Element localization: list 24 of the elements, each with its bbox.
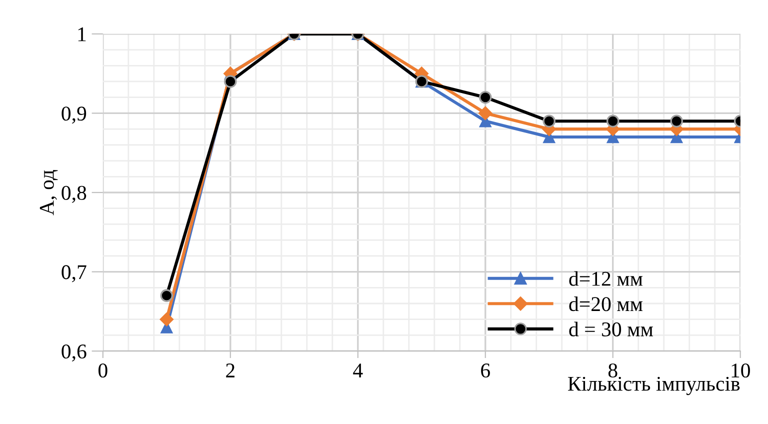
legend-label: d = 30 мм <box>569 322 653 336</box>
point <box>670 114 683 128</box>
point <box>542 114 556 128</box>
point <box>478 106 492 120</box>
legend-label: d=20 мм <box>569 296 643 312</box>
point <box>160 289 174 302</box>
x-tick-label: 2 <box>226 364 234 378</box>
x-tick-label: 8 <box>608 363 618 378</box>
x-tick-label: 0 <box>98 363 108 378</box>
y-tick-label: 0,8 <box>62 186 86 203</box>
x-axis-title: Кількість імпульсів <box>568 376 740 396</box>
point <box>160 312 174 326</box>
y-tick-label: 0,9 <box>62 106 86 124</box>
point <box>478 90 492 104</box>
y-tick-label: 0,7 <box>62 265 86 282</box>
y-axis-title: А, од <box>40 170 58 216</box>
x-tick-label: 10 <box>732 363 750 378</box>
x-tick-label: 6 <box>481 364 490 378</box>
point <box>606 114 620 128</box>
legend-label: d=12 мм <box>569 271 643 286</box>
point <box>224 75 237 88</box>
x-tick-label: 4 <box>353 364 363 378</box>
y-tick-label: 0,6 <box>62 344 86 362</box>
y-tick-label: 1 <box>78 27 86 42</box>
